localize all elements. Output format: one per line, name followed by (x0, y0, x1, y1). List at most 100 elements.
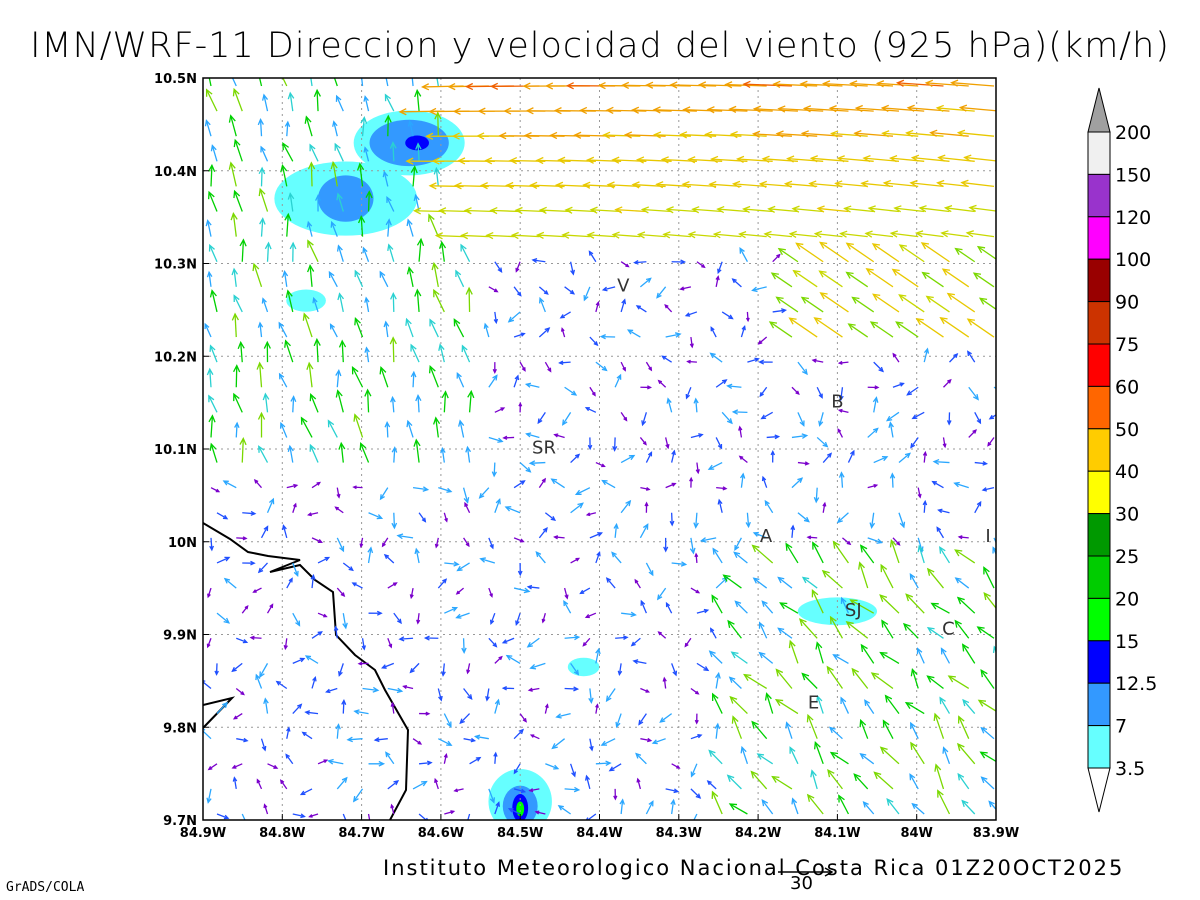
wind-vector (239, 238, 247, 262)
wind-vector (379, 487, 389, 501)
wind-vector (910, 721, 919, 739)
wind-vector (334, 506, 344, 514)
wind-vector (708, 749, 723, 765)
place-label: A (760, 526, 773, 547)
wind-vector (766, 434, 781, 440)
wind-vector (412, 207, 445, 215)
wind-vector (415, 393, 422, 413)
wind-vector (210, 144, 218, 162)
wind-vector (837, 427, 844, 438)
wind-vector (364, 388, 372, 413)
wind-vector (278, 372, 288, 388)
wind-vector (729, 695, 748, 715)
wind-vector (453, 788, 464, 793)
wind-vector (968, 386, 979, 401)
wind-vector (390, 701, 395, 714)
wind-vector (428, 364, 439, 388)
wind-vector (662, 231, 691, 239)
y-tick-label: 10.1N (154, 443, 197, 458)
wind-vector (801, 672, 818, 689)
wind-vector (373, 737, 388, 743)
wind-vector (791, 205, 824, 213)
wind-vector (440, 446, 446, 463)
wind-vector (909, 773, 919, 790)
wind-vector (286, 726, 291, 739)
x-tick-label: 84.6W (418, 826, 464, 841)
wind-vector (488, 637, 498, 648)
wind-vector (310, 573, 316, 589)
wind-vector (381, 662, 395, 669)
wind-vector (354, 269, 364, 288)
wind-vector (695, 462, 700, 475)
wind-vector (304, 115, 313, 137)
place-label: SJ (845, 600, 862, 621)
wind-vector (488, 436, 504, 443)
wind-vector (249, 635, 262, 640)
place-label: I (985, 526, 990, 547)
wind-vector (473, 734, 489, 740)
y-tick-label: 10N (168, 536, 197, 551)
wind-vector (561, 231, 590, 239)
wind-vector (873, 455, 889, 464)
wind-vector (797, 412, 805, 427)
wind-vector (518, 401, 523, 413)
wind-vector (356, 162, 365, 187)
wind-vector (751, 720, 768, 740)
wind-vector (777, 247, 799, 263)
wind-vector (467, 813, 471, 820)
wind-vector (772, 80, 818, 88)
wind-vector (760, 411, 773, 420)
wind-vector (684, 637, 692, 648)
wind-vector (687, 156, 723, 164)
wind-vector (437, 578, 448, 589)
wind-vector (416, 613, 421, 625)
wind-vector (939, 696, 951, 714)
wind-vector (284, 339, 294, 363)
wind-vector (595, 300, 600, 313)
x-tick-label: 84.9W (180, 826, 226, 841)
wind-vector (489, 612, 496, 625)
wind-vector (715, 437, 723, 450)
wind-vector (977, 699, 996, 712)
wind-vector (214, 663, 219, 676)
wind-vector (311, 631, 323, 639)
wind-vector (441, 390, 449, 413)
wind-vector (711, 790, 723, 815)
wind-vector (697, 81, 742, 89)
wind-vector (669, 512, 675, 527)
wind-vector (710, 326, 717, 338)
wind-vector (715, 379, 728, 388)
wind-vector (895, 79, 944, 87)
wind-vector (953, 481, 969, 489)
wind-vector (562, 411, 572, 426)
wind-vector (462, 487, 470, 504)
wind-vector (280, 164, 288, 187)
wind-vector (526, 637, 540, 648)
wind-vector (493, 751, 498, 764)
wind-vector (595, 361, 608, 372)
wind-vector (558, 360, 571, 365)
wind-vector (829, 751, 849, 765)
wind-vector (390, 395, 396, 413)
wind-vector (393, 612, 402, 625)
wind-vector (208, 163, 216, 187)
wind-vector (659, 713, 673, 723)
wind-vector (826, 665, 843, 689)
wind-vector (396, 533, 414, 540)
wind-vector (431, 261, 439, 287)
colorbar-label: 15 (1115, 631, 1139, 653)
place-label: SR (532, 438, 556, 459)
wind-vector (926, 567, 944, 589)
wind-vector (626, 329, 641, 338)
wind-vector (595, 703, 599, 714)
wind-vector (734, 537, 742, 552)
wind-vector (818, 270, 843, 288)
wind-vector (564, 286, 576, 295)
wind-vector (740, 325, 746, 338)
wind-vector (233, 392, 243, 413)
wind-vector (751, 544, 774, 564)
wind-vector (550, 478, 565, 489)
wind-vector (715, 275, 720, 287)
wind-vector (413, 438, 421, 463)
wind-vector (614, 206, 647, 214)
